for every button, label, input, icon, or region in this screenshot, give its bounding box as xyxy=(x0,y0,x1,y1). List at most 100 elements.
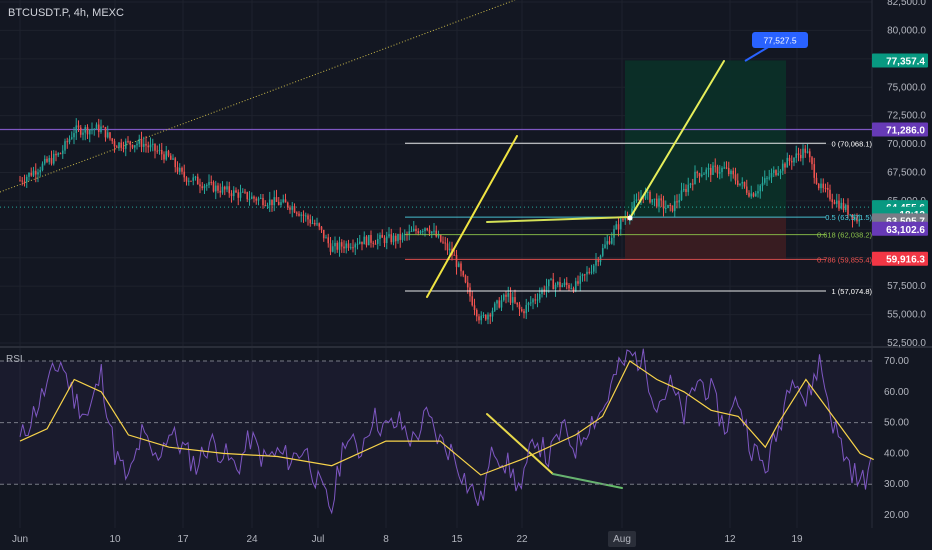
candle-body xyxy=(703,173,705,175)
candle-body xyxy=(122,147,125,149)
candle-body xyxy=(282,199,285,203)
candle-body xyxy=(788,157,791,161)
candle-body xyxy=(487,314,489,320)
candle-body xyxy=(523,311,525,314)
candle-body xyxy=(100,126,102,132)
candle-body xyxy=(397,233,399,242)
candle-body xyxy=(205,185,208,187)
candle-body xyxy=(73,133,75,138)
candle-body xyxy=(694,171,696,185)
candle-body xyxy=(730,170,732,175)
candle-body xyxy=(115,146,118,148)
candle-body xyxy=(280,202,282,206)
candle-body xyxy=(662,200,665,209)
candle-body xyxy=(676,201,678,203)
candle-body xyxy=(237,192,240,198)
candle-body xyxy=(817,183,820,189)
candle-body xyxy=(325,237,327,239)
time-tick-label: 17 xyxy=(177,534,189,545)
candle-body xyxy=(581,274,584,277)
candle-body xyxy=(826,187,829,190)
candle-body xyxy=(511,297,514,303)
candle-body xyxy=(489,314,492,317)
rsi-support-line xyxy=(552,473,623,489)
price-label-text: 63,102.6 xyxy=(886,225,925,236)
candle-body xyxy=(336,242,339,250)
candle-body xyxy=(649,191,651,203)
callout-text: 77,527.5 xyxy=(763,36,796,46)
candle-body xyxy=(77,125,80,128)
candle-body xyxy=(430,231,433,234)
candle-body xyxy=(201,186,204,189)
fib-label: 0.618 (62,038.2) xyxy=(817,231,873,240)
candle-body xyxy=(329,243,332,252)
candle-body xyxy=(327,237,330,244)
candle-body xyxy=(493,303,496,311)
price-tick-label: 70,000.0 xyxy=(887,139,926,150)
candle-body xyxy=(412,228,415,231)
candle-body xyxy=(93,129,96,131)
candle-body xyxy=(484,314,487,320)
candle-body xyxy=(478,316,480,321)
candle-body xyxy=(388,234,390,237)
candle-body xyxy=(514,297,516,303)
candle-body xyxy=(57,153,60,156)
candle-body xyxy=(361,241,363,245)
candle-body xyxy=(541,289,543,295)
candle-body xyxy=(235,190,237,193)
candle-body xyxy=(631,208,633,217)
candle-body xyxy=(147,145,150,148)
candle-body xyxy=(680,190,683,201)
candle-body xyxy=(849,214,852,216)
time-tick-label: Jun xyxy=(12,534,28,545)
candle-body xyxy=(19,180,21,182)
candle-body xyxy=(109,132,111,139)
price-tick-label: 67,500.0 xyxy=(887,168,926,179)
candle-body xyxy=(658,198,660,207)
candle-body xyxy=(669,205,672,207)
candle-body xyxy=(473,305,476,310)
fib-label: 0 (70,068.1) xyxy=(832,139,873,148)
candle-body xyxy=(84,127,87,133)
candle-body xyxy=(219,190,222,193)
candle-body xyxy=(154,143,156,151)
candle-body xyxy=(104,127,107,138)
target-callout[interactable]: 77,527.5 xyxy=(744,32,808,62)
candle-body xyxy=(208,181,210,186)
candle-body xyxy=(761,182,764,186)
candle-body xyxy=(565,282,568,285)
candle-body xyxy=(97,124,100,132)
candle-body xyxy=(61,150,64,154)
candle-body xyxy=(194,176,197,178)
candle-body xyxy=(52,153,55,164)
stop-loss-zone xyxy=(625,217,786,259)
candle-body xyxy=(727,168,730,175)
candle-body xyxy=(538,294,541,300)
candle-body xyxy=(32,170,35,176)
current-date-marker xyxy=(608,531,636,547)
candle-body xyxy=(334,242,336,247)
candle-body xyxy=(723,167,726,169)
candle-body xyxy=(714,165,717,167)
candle-body xyxy=(520,309,523,312)
fib-retracement: 0 (70,068.1) 0.5 (63,571.5) 0.618 (62,038.… xyxy=(405,139,872,296)
price-tick-label: 52,500.0 xyxy=(887,338,926,349)
candle-body xyxy=(255,198,258,201)
candle-body xyxy=(133,145,136,148)
candle-body xyxy=(527,302,530,306)
candle-body xyxy=(691,183,694,185)
candle-body xyxy=(811,157,813,165)
candle-body xyxy=(199,184,201,187)
price-tick-label: 82,500.0 xyxy=(887,0,926,8)
candle-body xyxy=(169,155,172,160)
candle-body xyxy=(343,246,345,249)
profit-target-zone xyxy=(625,60,786,218)
candle-body xyxy=(302,214,305,216)
candle-body xyxy=(181,167,183,172)
candle-body xyxy=(417,231,420,234)
candle-body xyxy=(172,158,174,160)
candle-body xyxy=(568,284,570,289)
candle-body xyxy=(561,285,564,288)
candle-body xyxy=(433,230,435,232)
